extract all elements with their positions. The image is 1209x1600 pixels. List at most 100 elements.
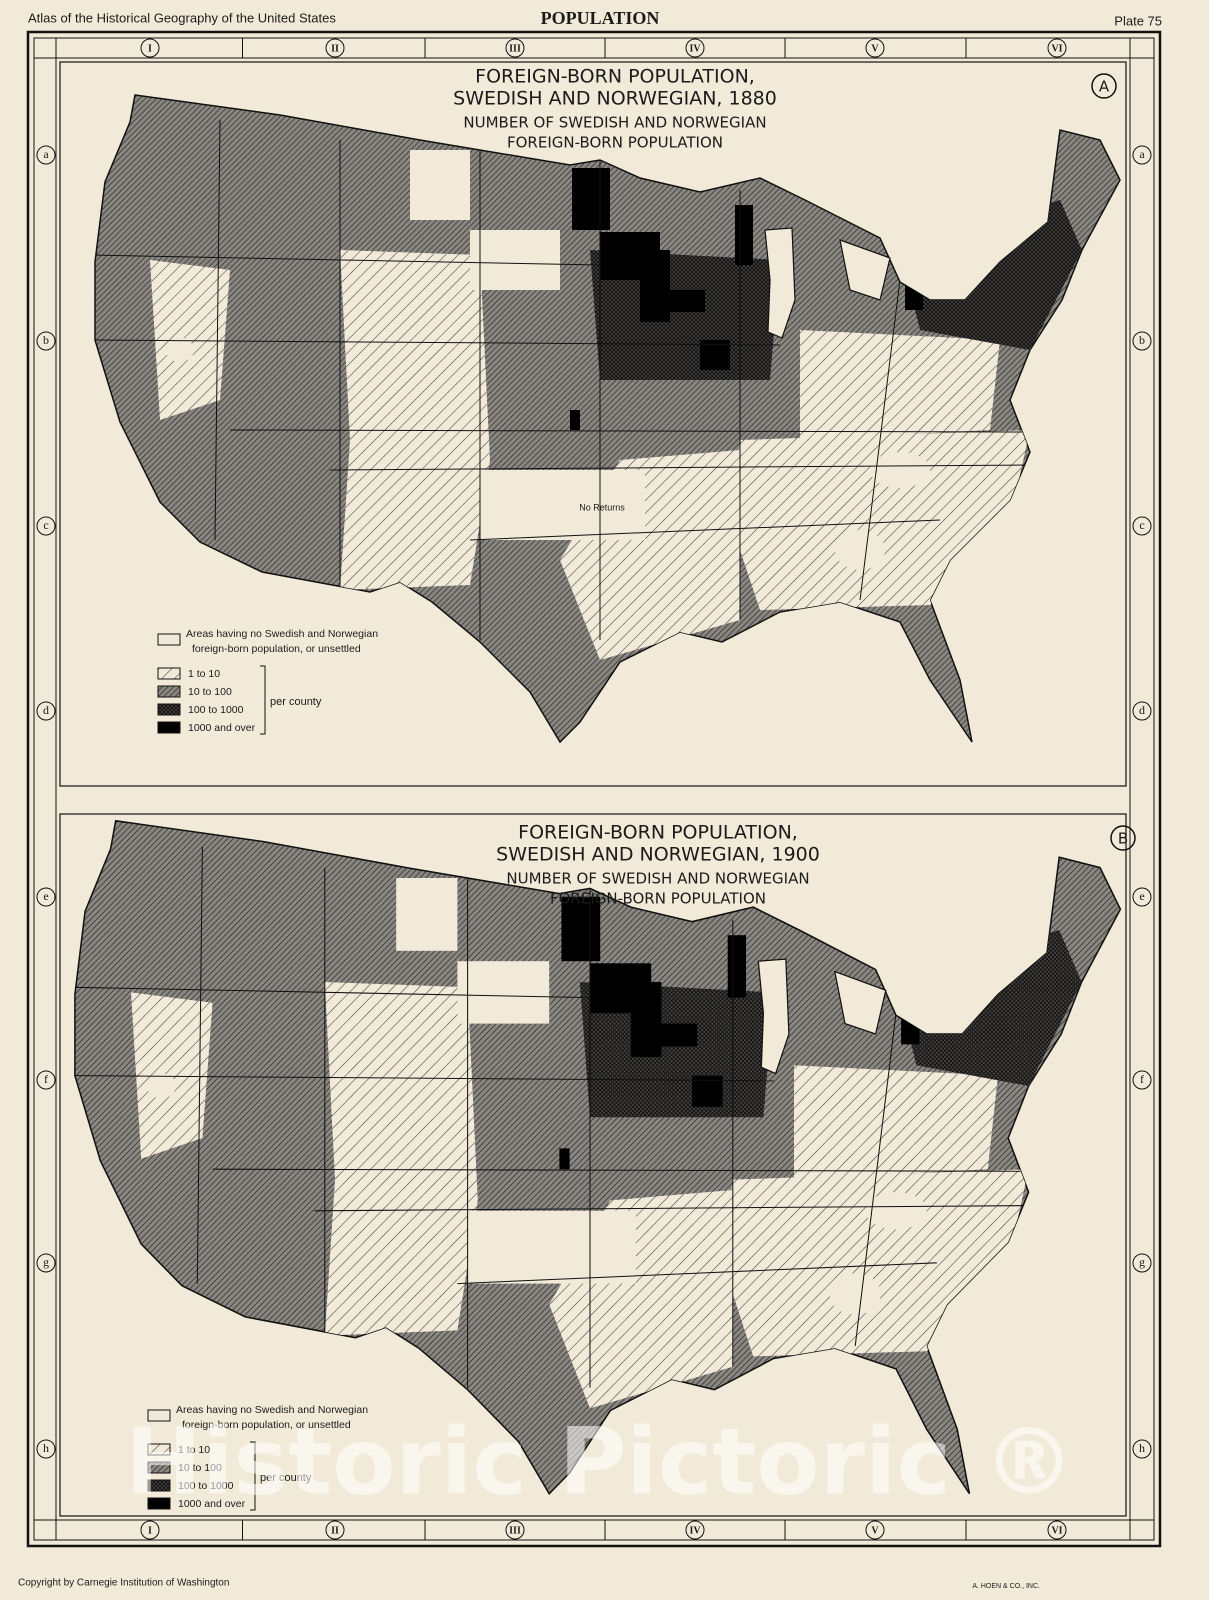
column-marker <box>1047 1520 1067 1540</box>
map-title: FOREIGN-BORN POPULATION, <box>518 822 798 844</box>
column-marker <box>325 38 345 58</box>
legend-swatch <box>147 1497 171 1510</box>
column-marker <box>140 38 160 58</box>
column-marker <box>325 1520 345 1540</box>
map-title: FOREIGN-BORN POPULATION, <box>475 66 755 88</box>
row-label: e <box>1139 889 1144 903</box>
row-label: f <box>1140 1072 1144 1086</box>
column-label: IV <box>689 1525 701 1536</box>
column-label: V <box>871 43 879 54</box>
row-marker <box>36 145 56 165</box>
map-badge <box>1091 73 1117 99</box>
map-subtitle: FOREIGN-BORN POPULATION <box>507 134 723 152</box>
legend-label: 100 to 1000 <box>178 1480 234 1492</box>
map-frame <box>59 813 1127 1517</box>
column-marker <box>505 38 525 58</box>
legend-swatch <box>147 1479 171 1492</box>
column-marker <box>685 1520 705 1540</box>
row-marker <box>1132 887 1152 907</box>
column-label: I <box>148 1525 152 1536</box>
column-label: V <box>871 1525 879 1536</box>
row-marker <box>36 1439 56 1459</box>
row-marker <box>1132 145 1152 165</box>
legend-label: 1 to 10 <box>188 668 220 680</box>
column-label: IV <box>689 43 701 54</box>
column-label: VI <box>1051 43 1062 54</box>
legend-label: 10 to 100 <box>188 686 232 698</box>
footer-left: Copyright by Carnegie Institution of Was… <box>18 1578 229 1589</box>
column-label: VI <box>1051 1525 1062 1536</box>
legend-brace <box>250 1441 256 1511</box>
legend-label: foreign-born population, or unsettled <box>192 643 361 655</box>
row-marker <box>1132 1439 1152 1459</box>
no-returns-label: No Returns <box>579 502 625 512</box>
row-label: a <box>43 147 49 161</box>
row-marker <box>36 331 56 351</box>
row-label: c <box>1139 518 1144 532</box>
row-label: e <box>43 889 48 903</box>
legend-label: 1000 and over <box>188 722 256 734</box>
legend-label: 1 to 10 <box>178 1444 210 1456</box>
legend-label: Areas having no Swedish and Norwegian <box>176 1404 368 1416</box>
row-marker <box>36 887 56 907</box>
outer-frame <box>26 30 1162 1548</box>
legend-label: foreign-born population, or unsettled <box>182 1419 351 1431</box>
row-label: b <box>43 333 49 347</box>
header-right: Plate 75 <box>1114 13 1162 28</box>
row-label: f <box>44 1072 48 1086</box>
map-subtitle: NUMBER OF SWEDISH AND NORWEGIAN <box>506 870 809 888</box>
column-marker <box>865 1520 885 1540</box>
row-marker <box>36 516 56 536</box>
legend-label: Areas having no Swedish and Norwegian <box>186 628 378 640</box>
row-marker <box>1132 1070 1152 1090</box>
legend-brace <box>260 665 266 735</box>
column-marker <box>865 38 885 58</box>
legend-swatch <box>157 703 181 716</box>
column-marker <box>685 38 705 58</box>
row-label: h <box>43 1441 49 1455</box>
map-badge-label: A <box>1099 78 1110 96</box>
row-label: g <box>1139 1255 1145 1269</box>
column-label: I <box>148 43 152 54</box>
row-marker <box>36 1070 56 1090</box>
column-label: III <box>509 1525 521 1536</box>
map-subtitle: NUMBER OF SWEDISH AND NORWEGIAN <box>463 114 766 132</box>
column-label: II <box>331 43 339 54</box>
legend-swatch <box>157 667 181 680</box>
column-marker <box>1047 38 1067 58</box>
column-marker <box>505 1520 525 1540</box>
legend-swatch <box>157 633 181 646</box>
legend-swatch <box>147 1409 171 1422</box>
row-label: c <box>43 518 48 532</box>
legend-swatch <box>147 1443 171 1456</box>
row-label: g <box>43 1255 49 1269</box>
outer-frame-inner <box>33 37 1155 1541</box>
column-label: III <box>509 43 521 54</box>
map-title: SWEDISH AND NORWEGIAN, 1880 <box>453 88 777 110</box>
row-marker <box>1132 1253 1152 1273</box>
row-marker <box>1132 701 1152 721</box>
row-label: b <box>1139 333 1145 347</box>
legend-swatch <box>157 685 181 698</box>
watermark: Historic Pictoric ® <box>125 1408 1075 1515</box>
map-title: SWEDISH AND NORWEGIAN, 1900 <box>496 844 820 866</box>
footer-right: A. HOEN & CO., INC. <box>972 1583 1040 1590</box>
row-marker <box>36 1253 56 1273</box>
row-marker <box>1132 516 1152 536</box>
row-label: h <box>1139 1441 1145 1455</box>
row-label: d <box>1139 703 1145 717</box>
header-left: Atlas of the Historical Geography of the… <box>28 10 336 25</box>
header-center: POPULATION <box>541 8 660 28</box>
legend-label: 100 to 1000 <box>188 704 244 716</box>
labels: Atlas of the Historical Geography of the… <box>18 8 1162 1590</box>
row-marker <box>1132 331 1152 351</box>
column-marker <box>140 1520 160 1540</box>
map-b <box>70 821 1121 1494</box>
legend-label: 10 to 100 <box>178 1462 222 1474</box>
map-badge-label: B <box>1118 830 1128 848</box>
row-label: d <box>43 703 49 717</box>
legend-swatch <box>157 721 181 734</box>
map-badge <box>1110 825 1136 851</box>
